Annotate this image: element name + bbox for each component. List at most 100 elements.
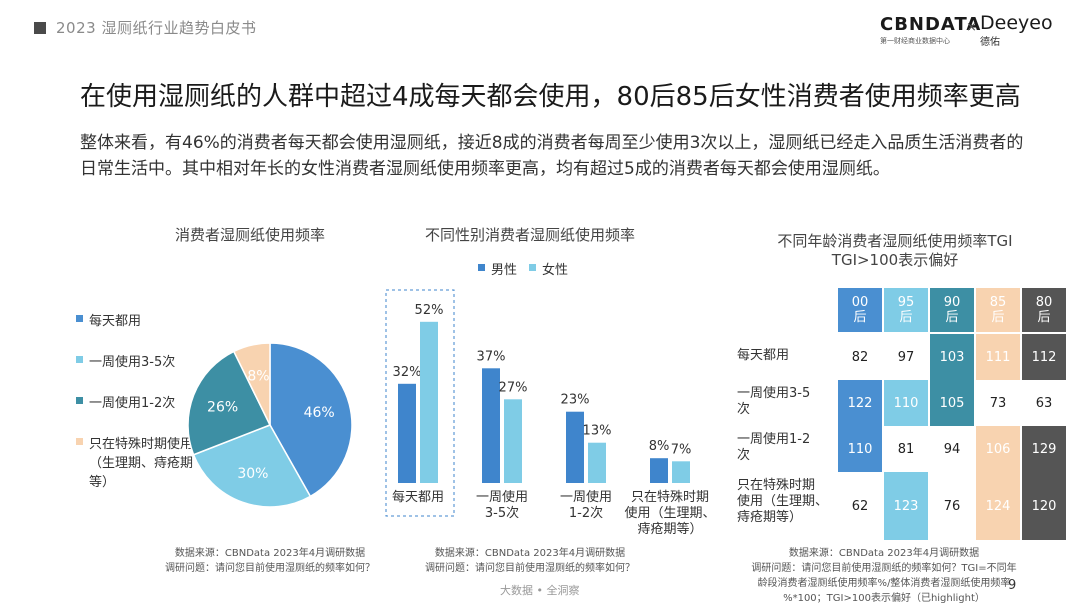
heatmap-cell: 63 xyxy=(1035,395,1053,411)
heatmap-column-header-line: 后 xyxy=(1037,310,1051,325)
heatmap-cell: 129 xyxy=(1022,426,1066,472)
heatmap-row-label-line: 次 xyxy=(737,448,751,463)
bar xyxy=(398,383,416,483)
bar-value-label: 37% xyxy=(477,349,506,364)
bar-legend-label: 女性 xyxy=(542,263,569,278)
heatmap-row-label-line: 只在特殊时期 xyxy=(737,478,816,493)
heatmap-cell: 110 xyxy=(884,380,928,426)
pie-legend-label: 每天都用 xyxy=(89,314,142,329)
bar-value-label: 32% xyxy=(393,365,422,380)
heatmap-row-label: 只在特殊时期 使用（生理期、 痔疮期等） xyxy=(737,478,835,526)
heatmap-row-label-line: 一周使用3-5 xyxy=(737,386,811,401)
pie-source: 数据来源：CBNData 2023年4月调研数据 调研问题：请问您目前使用湿厕纸… xyxy=(140,546,400,576)
heatmap-cell: 106 xyxy=(976,426,1020,472)
bar-category-label: 一周使用 xyxy=(560,489,612,505)
bar-value-label: 27% xyxy=(499,380,528,395)
heatmap-row-label-line: 每天都用 xyxy=(737,348,790,363)
bar-category-label: 使用（生理期、 xyxy=(624,505,715,521)
pie-slice-label: 46% xyxy=(304,405,335,421)
header-square-icon xyxy=(34,22,46,34)
heatmap-source: 数据来源：CBNData 2023年4月调研数据 调研问题：请问您目前使用湿厕纸… xyxy=(744,546,1024,606)
bar-chart: 32%52%每天都用37%27%一周使用3-5次23%13%一周使用1-2次8%… xyxy=(385,289,716,537)
footer-brand: 大数据 • 全洞察 xyxy=(500,584,580,597)
heatmap-row-label-line: 使用（生理期、 xyxy=(737,494,829,509)
cbndata-logo-subtitle: 第一财经商业数据中心 xyxy=(880,37,950,45)
heatmap-row-label-line: 痔疮期等） xyxy=(737,510,803,525)
heatmap-column-header-line: 95 xyxy=(897,295,915,310)
heatmap-cell: 124 xyxy=(976,472,1020,540)
page-number: 9 xyxy=(1008,578,1017,593)
pie-legend-label: 只在特殊时期使用（生理期、痔疮期等） xyxy=(89,437,194,490)
pie-source-line: 调研问题：请问您目前使用湿厕纸的频率如何？ xyxy=(165,563,375,574)
heatmap-cell: 62 xyxy=(851,498,869,514)
highlight-box xyxy=(385,289,455,517)
bar-source-line: 调研问题：请问您目前使用湿厕纸的频率如何？ xyxy=(425,563,635,574)
heatmap-column-header-line: 后 xyxy=(991,310,1005,325)
heatmap-cell: 123 xyxy=(884,472,928,540)
heatmap: 00 后 95 后 90 后 85 后 80 后每天都用 82 97 103 111 112 一周使用3-5 次… xyxy=(737,288,1067,540)
pie-legend-swatch xyxy=(76,438,83,445)
bar xyxy=(482,368,500,483)
heatmap-cell: 81 xyxy=(897,441,915,457)
bar xyxy=(672,461,690,483)
bar-legend-item: 女性 xyxy=(529,259,568,278)
heatmap-source-line: 调研问题：请问您目前使用湿厕纸的频率如何？TGI=不同年 xyxy=(751,563,1017,574)
heatmap-cell: 82 xyxy=(851,349,869,365)
heatmap-column-header: 80 后 xyxy=(1022,288,1066,332)
pie-slice-label: 8% xyxy=(247,368,269,384)
pie-legend: 每天都用一周使用3-5次一周使用1-2次只在特殊时期使用（生理期、痔疮期等） xyxy=(76,310,196,490)
bar-legend-swatch xyxy=(529,264,537,271)
heatmap-source-line: 龄段消费者湿厕纸使用频率%/整体消费者湿厕纸使用频率 xyxy=(757,578,1011,589)
deeyeo-logo-subtitle: 德佑 xyxy=(980,37,1000,48)
document-title: 2023 湿厕纸行业趋势白皮书 xyxy=(56,19,257,37)
page-description: 整体来看，有46%的消费者每天都会使用湿厕纸，接近8成的消费者每周至少使用3次以… xyxy=(80,133,1024,179)
heatmap-source-line: %*100；TGI>100表示偏好（已highlight） xyxy=(783,593,985,604)
heatmap-row-label: 一周使用3-5 次 xyxy=(737,386,835,418)
heatmap-row-label-line: 次 xyxy=(737,402,751,417)
pie-slice-label: 26% xyxy=(207,400,238,416)
heatmap-column-header-line: 后 xyxy=(945,310,959,325)
pie-legend-swatch xyxy=(76,356,83,363)
pie-legend-item: 只在特殊时期使用（生理期、痔疮期等） xyxy=(76,433,196,490)
heatmap-column-header-line: 后 xyxy=(899,310,913,325)
bar-value-label: 52% xyxy=(415,303,444,318)
pie-legend-swatch xyxy=(76,315,83,322)
heatmap-cell: 120 xyxy=(1022,472,1066,540)
heatmap-column-header: 95 后 xyxy=(884,288,928,332)
heatmap-source-line: 数据来源：CBNData 2023年4月调研数据 xyxy=(788,548,980,559)
bar-value-label: 8% xyxy=(649,439,670,454)
pie-slice xyxy=(232,342,271,426)
bar-legend-swatch xyxy=(478,264,485,271)
bar xyxy=(504,399,522,483)
pie-slice xyxy=(192,424,312,508)
pie-chart: 46% 30% 26% 8% xyxy=(187,342,353,508)
pie-legend-item: 一周使用3-5次 xyxy=(76,351,196,370)
pie-source-line: 数据来源：CBNData 2023年4月调研数据 xyxy=(174,548,366,559)
heatmap-row-label: 每天都用 xyxy=(737,348,835,364)
bar-category-label: 每天都用 xyxy=(392,489,444,505)
bar-category-label: 只在特殊时期 xyxy=(631,490,709,505)
bar-value-label: 23% xyxy=(561,393,590,408)
heatmap-cell: 94 xyxy=(943,441,961,457)
bar-legend-item: 男性 xyxy=(478,259,517,278)
pie-legend-item: 每天都用 xyxy=(76,310,196,329)
bar xyxy=(650,458,668,483)
heatmap-column-header: 00 后 xyxy=(838,288,882,332)
heatmap-cell: 73 xyxy=(989,395,1007,411)
heatmap-column-header-line: 85 xyxy=(989,295,1007,310)
pie-legend-swatch xyxy=(76,397,83,404)
deeyeo-logo: Deeyeo xyxy=(980,12,1053,34)
heatmap-column-header-line: 后 xyxy=(853,310,867,325)
heatmap-column-header-line: 90 xyxy=(943,295,961,310)
cbndata-logo: CBNDATA xyxy=(880,14,982,35)
heatmap-title: 不同年龄消费者湿厕纸使用频率TGI xyxy=(777,232,1013,250)
heatmap-cell: 97 xyxy=(897,349,915,365)
pie-legend-label: 一周使用1-2次 xyxy=(89,396,176,411)
heatmap-row-label-line: 一周使用1-2 xyxy=(737,432,811,447)
bar-legend-label: 男性 xyxy=(491,263,518,278)
bar-category-label: 痔疮期等） xyxy=(637,521,702,537)
heatmap-cell: 122 xyxy=(838,380,882,426)
bar xyxy=(420,321,438,483)
pie-slice-label: 30% xyxy=(237,466,268,482)
bar-category-label: 1-2次 xyxy=(569,505,603,521)
